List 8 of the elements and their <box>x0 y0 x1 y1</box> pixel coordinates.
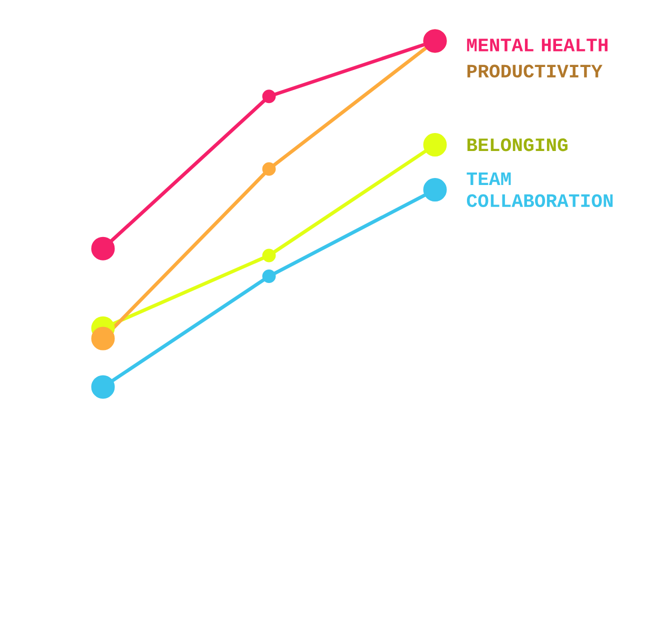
point <box>91 236 115 260</box>
point <box>423 178 447 202</box>
point <box>91 375 115 399</box>
series-label: PRODUCTIVITY <box>467 64 602 78</box>
point <box>423 133 447 157</box>
series-label: BELONGING <box>467 138 568 152</box>
legend-label: MENTAL HEALTH <box>467 38 608 52</box>
series-label: TEAM COLLABORATION <box>466 172 613 208</box>
